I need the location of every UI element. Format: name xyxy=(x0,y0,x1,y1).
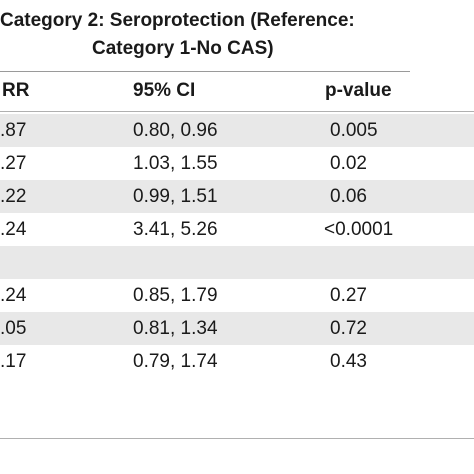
cell-ci: 0.79, 1.74 xyxy=(133,351,218,372)
cell-p-value: 0.27 xyxy=(330,285,367,306)
cell-ci: 0.85, 1.79 xyxy=(133,285,218,306)
cell-rr: .22 xyxy=(0,186,27,207)
cell-p-value: 0.06 xyxy=(330,186,367,207)
table-row: .22 0.99, 1.51 0.06 xyxy=(0,180,474,213)
table-row-empty xyxy=(0,246,474,279)
table-bottom-rule xyxy=(0,438,474,439)
cell-ci: 0.99, 1.51 xyxy=(133,186,218,207)
cell-p-value: 0.02 xyxy=(330,153,367,174)
table-header-row: RR 95% CI p-value xyxy=(0,80,474,108)
table-row: .27 1.03, 1.55 0.02 xyxy=(0,147,474,180)
table-row: .24 3.41, 5.26 <0.0001 xyxy=(0,213,474,246)
cell-rr: .05 xyxy=(0,318,27,339)
title-rule xyxy=(0,71,410,72)
table-title-line-1: Category 2: Seroprotection (Reference: xyxy=(0,10,355,31)
header-rr: RR xyxy=(2,80,30,101)
table-row: .17 0.79, 1.74 0.43 xyxy=(0,345,474,378)
table-body: .87 0.80, 0.96 0.005 .27 1.03, 1.55 0.02… xyxy=(0,114,474,378)
cell-ci: 0.80, 0.96 xyxy=(133,120,218,141)
cell-ci: 1.03, 1.55 xyxy=(133,153,218,174)
table-row: .24 0.85, 1.79 0.27 xyxy=(0,279,474,312)
cell-rr: .17 xyxy=(0,351,27,372)
cell-rr: .87 xyxy=(0,120,27,141)
header-rule xyxy=(0,111,474,112)
header-ci: 95% CI xyxy=(133,80,196,101)
cell-p-value: 0.005 xyxy=(330,120,378,141)
cell-rr: .24 xyxy=(0,285,27,306)
cell-p-value: 0.43 xyxy=(330,351,367,372)
cell-ci: 3.41, 5.26 xyxy=(133,219,218,240)
cell-p-value: <0.0001 xyxy=(324,219,394,240)
table-row: .05 0.81, 1.34 0.72 xyxy=(0,312,474,345)
cell-p-value: 0.72 xyxy=(330,318,367,339)
table-row: .87 0.80, 0.96 0.005 xyxy=(0,114,474,147)
cell-rr: .24 xyxy=(0,219,27,240)
cell-ci: 0.81, 1.34 xyxy=(133,318,218,339)
cell-rr: .27 xyxy=(0,153,27,174)
table-title-line-2: Category 1-No CAS) xyxy=(92,38,274,59)
header-p-value: p-value xyxy=(325,80,392,101)
